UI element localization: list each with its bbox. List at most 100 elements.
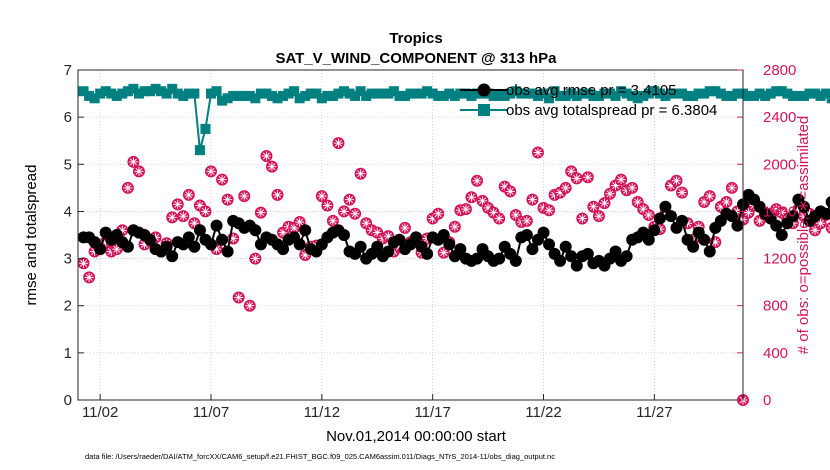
obs-count-point-star-stroke — [268, 163, 276, 171]
chart-title: Tropics — [389, 30, 442, 47]
obs-count-point-star-stroke — [817, 219, 825, 227]
obs-count-point-star-stroke — [523, 217, 531, 225]
totalspread-point — [460, 88, 471, 99]
totalspread-point — [660, 90, 671, 101]
y-right-tick-label: 800 — [763, 298, 788, 315]
totalspread-point — [78, 86, 89, 97]
obs-count-point-star-stroke — [545, 206, 553, 214]
totalspread-point — [743, 90, 754, 101]
totalspread-point — [178, 90, 189, 101]
obs-count-point-star-stroke — [185, 191, 193, 199]
rmse-point — [277, 243, 290, 256]
y-right-tick-label: 0 — [763, 392, 771, 409]
x-tick-label: 11/12 — [304, 404, 340, 421]
totalspread-point — [244, 90, 255, 101]
totalspread-point — [588, 90, 599, 101]
totalspread-point — [710, 86, 721, 97]
obs-count-point — [343, 193, 356, 206]
obs-count-point-star-stroke — [606, 190, 614, 198]
y-left-axis-label: rmse and totalspread — [23, 165, 40, 306]
obs-count-point-star-stroke — [340, 207, 348, 215]
obs-count-point-star-stroke — [351, 210, 359, 218]
totalspread-point — [699, 88, 710, 99]
totalspread-point — [339, 86, 349, 97]
y-left-tick-label: 2 — [64, 298, 72, 315]
obs-count-point — [132, 165, 145, 178]
totalspread-point — [754, 88, 765, 99]
obs-count-point — [504, 185, 517, 198]
totalspread-point — [776, 86, 787, 97]
obs-count-point-star-stroke — [124, 184, 132, 192]
rmse-point — [687, 240, 700, 253]
totalspread-point — [516, 88, 527, 99]
y-left-tick-label: 3 — [64, 251, 72, 268]
totalspread-series — [78, 83, 830, 156]
rmse-point — [676, 214, 689, 227]
obs-count-point — [592, 210, 605, 223]
obs-count-point-star-stroke — [628, 184, 636, 192]
rmse-point — [570, 259, 583, 272]
obs-count-point-star-stroke — [179, 212, 187, 220]
obs-count-point-star-stroke — [168, 213, 176, 221]
rmse-point — [144, 233, 157, 246]
totalspread-point — [289, 86, 300, 97]
totalspread-point — [145, 86, 156, 97]
obs-count-point — [199, 205, 212, 218]
obs-count-point — [587, 200, 600, 213]
obs-count-point — [676, 186, 689, 199]
rmse-point — [299, 224, 312, 237]
totalspread-point — [333, 88, 344, 99]
totalspread-point — [715, 88, 726, 99]
totalspread-point — [167, 83, 178, 94]
totalspread-point — [610, 90, 621, 101]
obs-count-point — [531, 146, 544, 159]
x-tick-label: 11/02 — [82, 404, 118, 421]
totalspread-point — [555, 90, 566, 101]
obs-count-point — [720, 196, 733, 208]
totalspread-point — [638, 90, 649, 101]
obs-count-point-star-stroke — [384, 232, 392, 240]
obs-count-point-star-stroke — [240, 192, 248, 200]
obs-count-point-star-stroke — [645, 211, 653, 219]
obs-count-point-star-stroke — [562, 184, 570, 192]
obs-count-point — [77, 257, 90, 270]
obs-count-point-star-stroke — [490, 209, 498, 217]
obs-count-point-star-stroke — [528, 196, 536, 204]
totalspread-point — [100, 86, 111, 97]
totalspread-point — [821, 88, 830, 99]
rmse-point — [410, 231, 423, 244]
rmse-point — [393, 233, 406, 246]
rmse-point — [182, 231, 195, 244]
totalspread-point — [765, 88, 776, 99]
obs-count-point — [315, 190, 328, 203]
totalspread-point — [527, 88, 538, 99]
totalspread-point — [250, 93, 261, 104]
obs-count-point — [326, 214, 339, 227]
axes-ticks — [78, 69, 743, 401]
obs-count-point-star-stroke — [595, 212, 603, 220]
rmse-point — [437, 229, 450, 241]
totalspread-point — [233, 90, 244, 101]
obs-count-point — [465, 191, 478, 204]
obs-count-point — [471, 174, 483, 187]
totalspread-point — [322, 90, 333, 101]
totalspread-point — [787, 90, 798, 101]
totalspread-point — [688, 90, 699, 101]
obs-count-point-star-stroke — [80, 259, 88, 267]
rmse-point — [565, 250, 578, 263]
obs-count-point-star-stroke — [401, 224, 409, 232]
rmse-point — [770, 219, 783, 232]
obs-count-point — [254, 206, 267, 219]
obs-count-point-star-stroke — [229, 235, 237, 243]
series-layer — [77, 83, 830, 406]
obs-count-point — [243, 299, 256, 312]
obs-count-point — [526, 193, 539, 206]
y-left-tick-label: 6 — [64, 109, 72, 126]
obs-count-point-star-stroke — [113, 245, 121, 253]
totalspread-point — [499, 90, 510, 101]
rmse-point — [537, 226, 550, 239]
obs-count-point-star-stroke — [589, 203, 597, 211]
obs-count-point — [293, 216, 306, 229]
rmse-point — [797, 200, 810, 213]
obs-count-point — [615, 173, 628, 186]
